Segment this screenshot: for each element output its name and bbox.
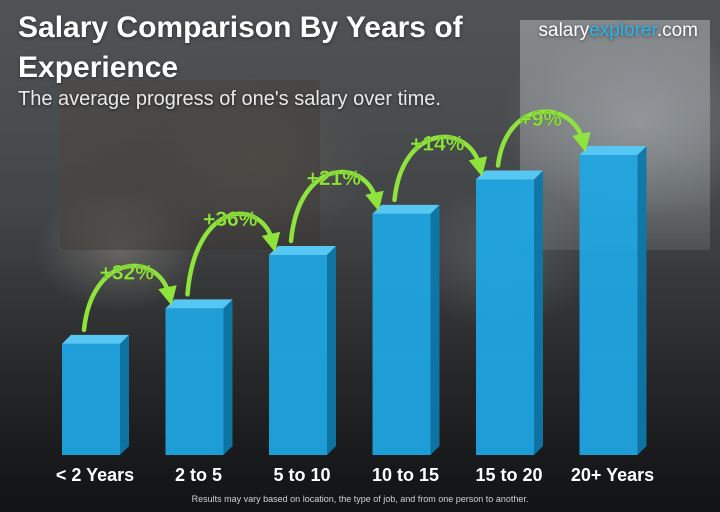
brand-suffix: .com (656, 20, 698, 41)
page-subtitle: The average progress of one's salary ove… (18, 88, 441, 110)
brand-prefix: salary (538, 20, 590, 41)
bar-side (430, 204, 440, 455)
bar (476, 170, 543, 455)
bar-top (372, 204, 440, 214)
increase-label: +21% (307, 167, 362, 190)
bar-top (165, 299, 233, 309)
increase-label: +32% (100, 261, 155, 284)
increase-label: +36% (203, 208, 258, 231)
bar-side (223, 299, 233, 455)
tick-label: 10 to 15 (372, 465, 439, 485)
bar-top (269, 246, 336, 255)
bar-top (476, 170, 543, 180)
increase-label: +9% (519, 108, 562, 131)
page-title: Salary Comparison By Years of Experience (18, 11, 463, 84)
bar-front (269, 255, 327, 455)
bar (165, 299, 233, 455)
bar-top (579, 146, 647, 155)
bar (579, 146, 647, 455)
brand-highlight: explorer (589, 20, 657, 41)
tick-label: 20+ Years (571, 465, 654, 485)
increase-label: +14% (410, 132, 465, 155)
bar-top (62, 334, 129, 344)
bar (372, 204, 440, 455)
bar-side (327, 246, 336, 455)
growth-arrow (495, 109, 591, 168)
growth-arrow (81, 263, 177, 333)
tick-label: 5 to 10 (273, 465, 330, 485)
bar-front (165, 308, 224, 455)
bar-front (62, 343, 120, 455)
bar (62, 334, 129, 455)
growth-arrow (185, 211, 281, 297)
bar-side (637, 146, 647, 455)
growth-arrow (392, 134, 488, 203)
bar (269, 246, 336, 455)
footnote: Results may vary based on location, the … (191, 494, 529, 504)
bar-front (476, 179, 534, 455)
tick-label: 2 to 5 (175, 465, 222, 485)
bar-side (120, 334, 129, 455)
growth-arrow (288, 169, 384, 244)
tick-label: < 2 Years (56, 465, 134, 485)
bar-side (534, 170, 543, 455)
bar-front (372, 213, 431, 455)
tick-label: 15 to 20 (475, 465, 542, 485)
background-map (60, 80, 320, 250)
bar-front (579, 155, 638, 455)
brand-logo[interactable]: salaryexplorer.com (539, 20, 698, 42)
